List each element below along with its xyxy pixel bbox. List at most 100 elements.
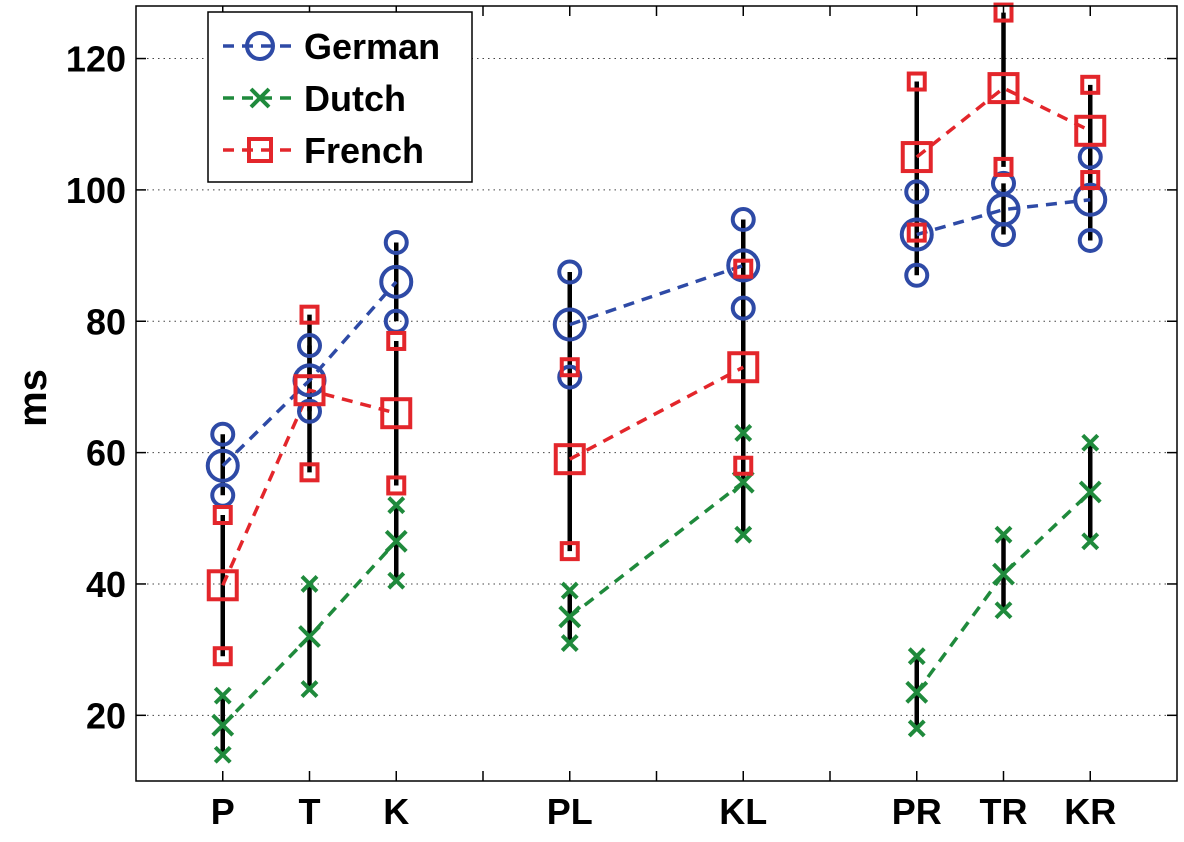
- lower-marker-dutch: [907, 719, 926, 738]
- y-tick-label: 20: [86, 695, 126, 736]
- series-line-dutch: [568, 480, 745, 619]
- upper-marker-dutch: [560, 581, 579, 600]
- legend-label-german: German: [304, 26, 440, 67]
- y-tick-label: 120: [66, 39, 126, 80]
- mean-marker-french: [1074, 114, 1107, 147]
- mean-marker-french: [206, 569, 239, 602]
- x-tick-label: PL: [547, 791, 593, 832]
- y-tick-label: 100: [66, 170, 126, 211]
- x-tick-label: T: [299, 791, 321, 832]
- lower-marker-german: [1077, 227, 1103, 253]
- y-axis-label: ms: [11, 369, 55, 427]
- mean-marker-dutch: [992, 562, 1015, 586]
- lower-marker-dutch: [1081, 532, 1100, 551]
- x-tick-label: KL: [719, 791, 767, 832]
- lower-marker-french: [993, 156, 1014, 177]
- legend-label-dutch: Dutch: [304, 78, 406, 119]
- lower-marker-german: [904, 262, 930, 288]
- x-tick-label: TR: [980, 791, 1028, 832]
- upper-marker-german: [557, 259, 583, 285]
- upper-marker-dutch: [300, 575, 319, 593]
- series-line-french: [915, 86, 1092, 159]
- upper-marker-german: [904, 179, 930, 205]
- lower-marker-german: [730, 295, 756, 321]
- legend-marker-german: [245, 31, 275, 61]
- mean-marker-dutch: [384, 529, 408, 553]
- marker-layer: [205, 2, 1108, 764]
- lower-marker-dutch: [300, 680, 319, 698]
- upper-marker-german: [210, 421, 236, 447]
- mean-marker-french: [900, 141, 933, 174]
- plot-frame: [135, 5, 1178, 782]
- lower-marker-french: [559, 541, 580, 562]
- lower-marker-dutch: [734, 525, 753, 544]
- mean-marker-french: [727, 351, 760, 384]
- mean-marker-french: [293, 374, 326, 407]
- upper-marker-french: [733, 258, 754, 279]
- x-tick-label: PR: [892, 791, 942, 832]
- series-line-french: [221, 388, 397, 586]
- series-line-dutch: [915, 490, 1092, 694]
- upper-marker-french: [386, 330, 407, 351]
- y-tick-label: 40: [86, 564, 126, 605]
- mean-marker-dutch: [905, 680, 929, 704]
- upper-marker-german: [991, 170, 1016, 196]
- lower-marker-german: [557, 364, 583, 390]
- lower-marker-german: [991, 222, 1016, 248]
- y-tick-label: 60: [86, 433, 126, 474]
- lower-marker-french: [386, 475, 407, 496]
- upper-marker-french: [299, 304, 320, 325]
- legend: German Dutch French: [207, 11, 473, 183]
- upper-marker-german: [730, 206, 756, 232]
- lower-marker-dutch: [994, 601, 1013, 620]
- mean-marker-french: [380, 397, 413, 430]
- mean-marker-german: [1073, 182, 1108, 217]
- mean-marker-dutch: [211, 713, 235, 737]
- legend-label-french: French: [304, 130, 424, 171]
- lower-marker-french: [212, 646, 233, 667]
- lower-marker-dutch: [560, 634, 579, 652]
- mean-marker-french: [553, 443, 586, 476]
- mean-marker-german: [205, 448, 240, 483]
- lower-marker-french: [733, 455, 754, 476]
- x-tick-label: P: [211, 791, 235, 832]
- series-line-german: [569, 263, 744, 327]
- line-layer: [221, 86, 1092, 727]
- upper-marker-dutch: [1081, 433, 1100, 452]
- x-tick-label: KR: [1064, 791, 1116, 832]
- lower-marker-german: [297, 398, 322, 424]
- x-tick-label: K: [383, 791, 409, 832]
- mean-marker-dutch: [1078, 480, 1102, 504]
- upper-marker-french: [559, 357, 580, 378]
- series-line-german: [221, 280, 398, 467]
- upper-marker-dutch: [387, 496, 406, 515]
- upper-marker-french: [212, 505, 233, 526]
- mean-marker-german: [899, 217, 934, 252]
- lower-marker-french: [906, 222, 927, 243]
- upper-marker-german: [297, 333, 322, 359]
- lower-marker-dutch: [213, 745, 232, 764]
- mean-marker-dutch: [298, 625, 321, 648]
- upper-marker-french: [906, 71, 927, 92]
- lower-marker-french: [1080, 170, 1101, 191]
- mean-marker-german: [552, 307, 587, 342]
- upper-marker-dutch: [734, 423, 753, 442]
- lower-marker-dutch: [387, 571, 406, 590]
- upper-marker-french: [993, 2, 1014, 23]
- legend-marker-dutch: [249, 87, 271, 109]
- upper-marker-dutch: [994, 525, 1013, 544]
- lower-marker-french: [299, 462, 320, 483]
- upper-marker-dutch: [213, 686, 232, 705]
- axes-layer: 20 40 60 80 100 120 P T K PL KL PR TR KR: [66, 5, 1178, 832]
- mean-marker-german: [726, 248, 761, 283]
- y-tick-label: 80: [86, 301, 126, 342]
- legend-marker-french: [247, 137, 273, 163]
- mean-marker-french: [987, 72, 1020, 105]
- upper-marker-german: [383, 229, 409, 255]
- series-line-french: [568, 365, 745, 461]
- mean-marker-dutch: [558, 605, 582, 629]
- upper-marker-dutch: [907, 647, 926, 666]
- upper-marker-french: [1080, 74, 1101, 95]
